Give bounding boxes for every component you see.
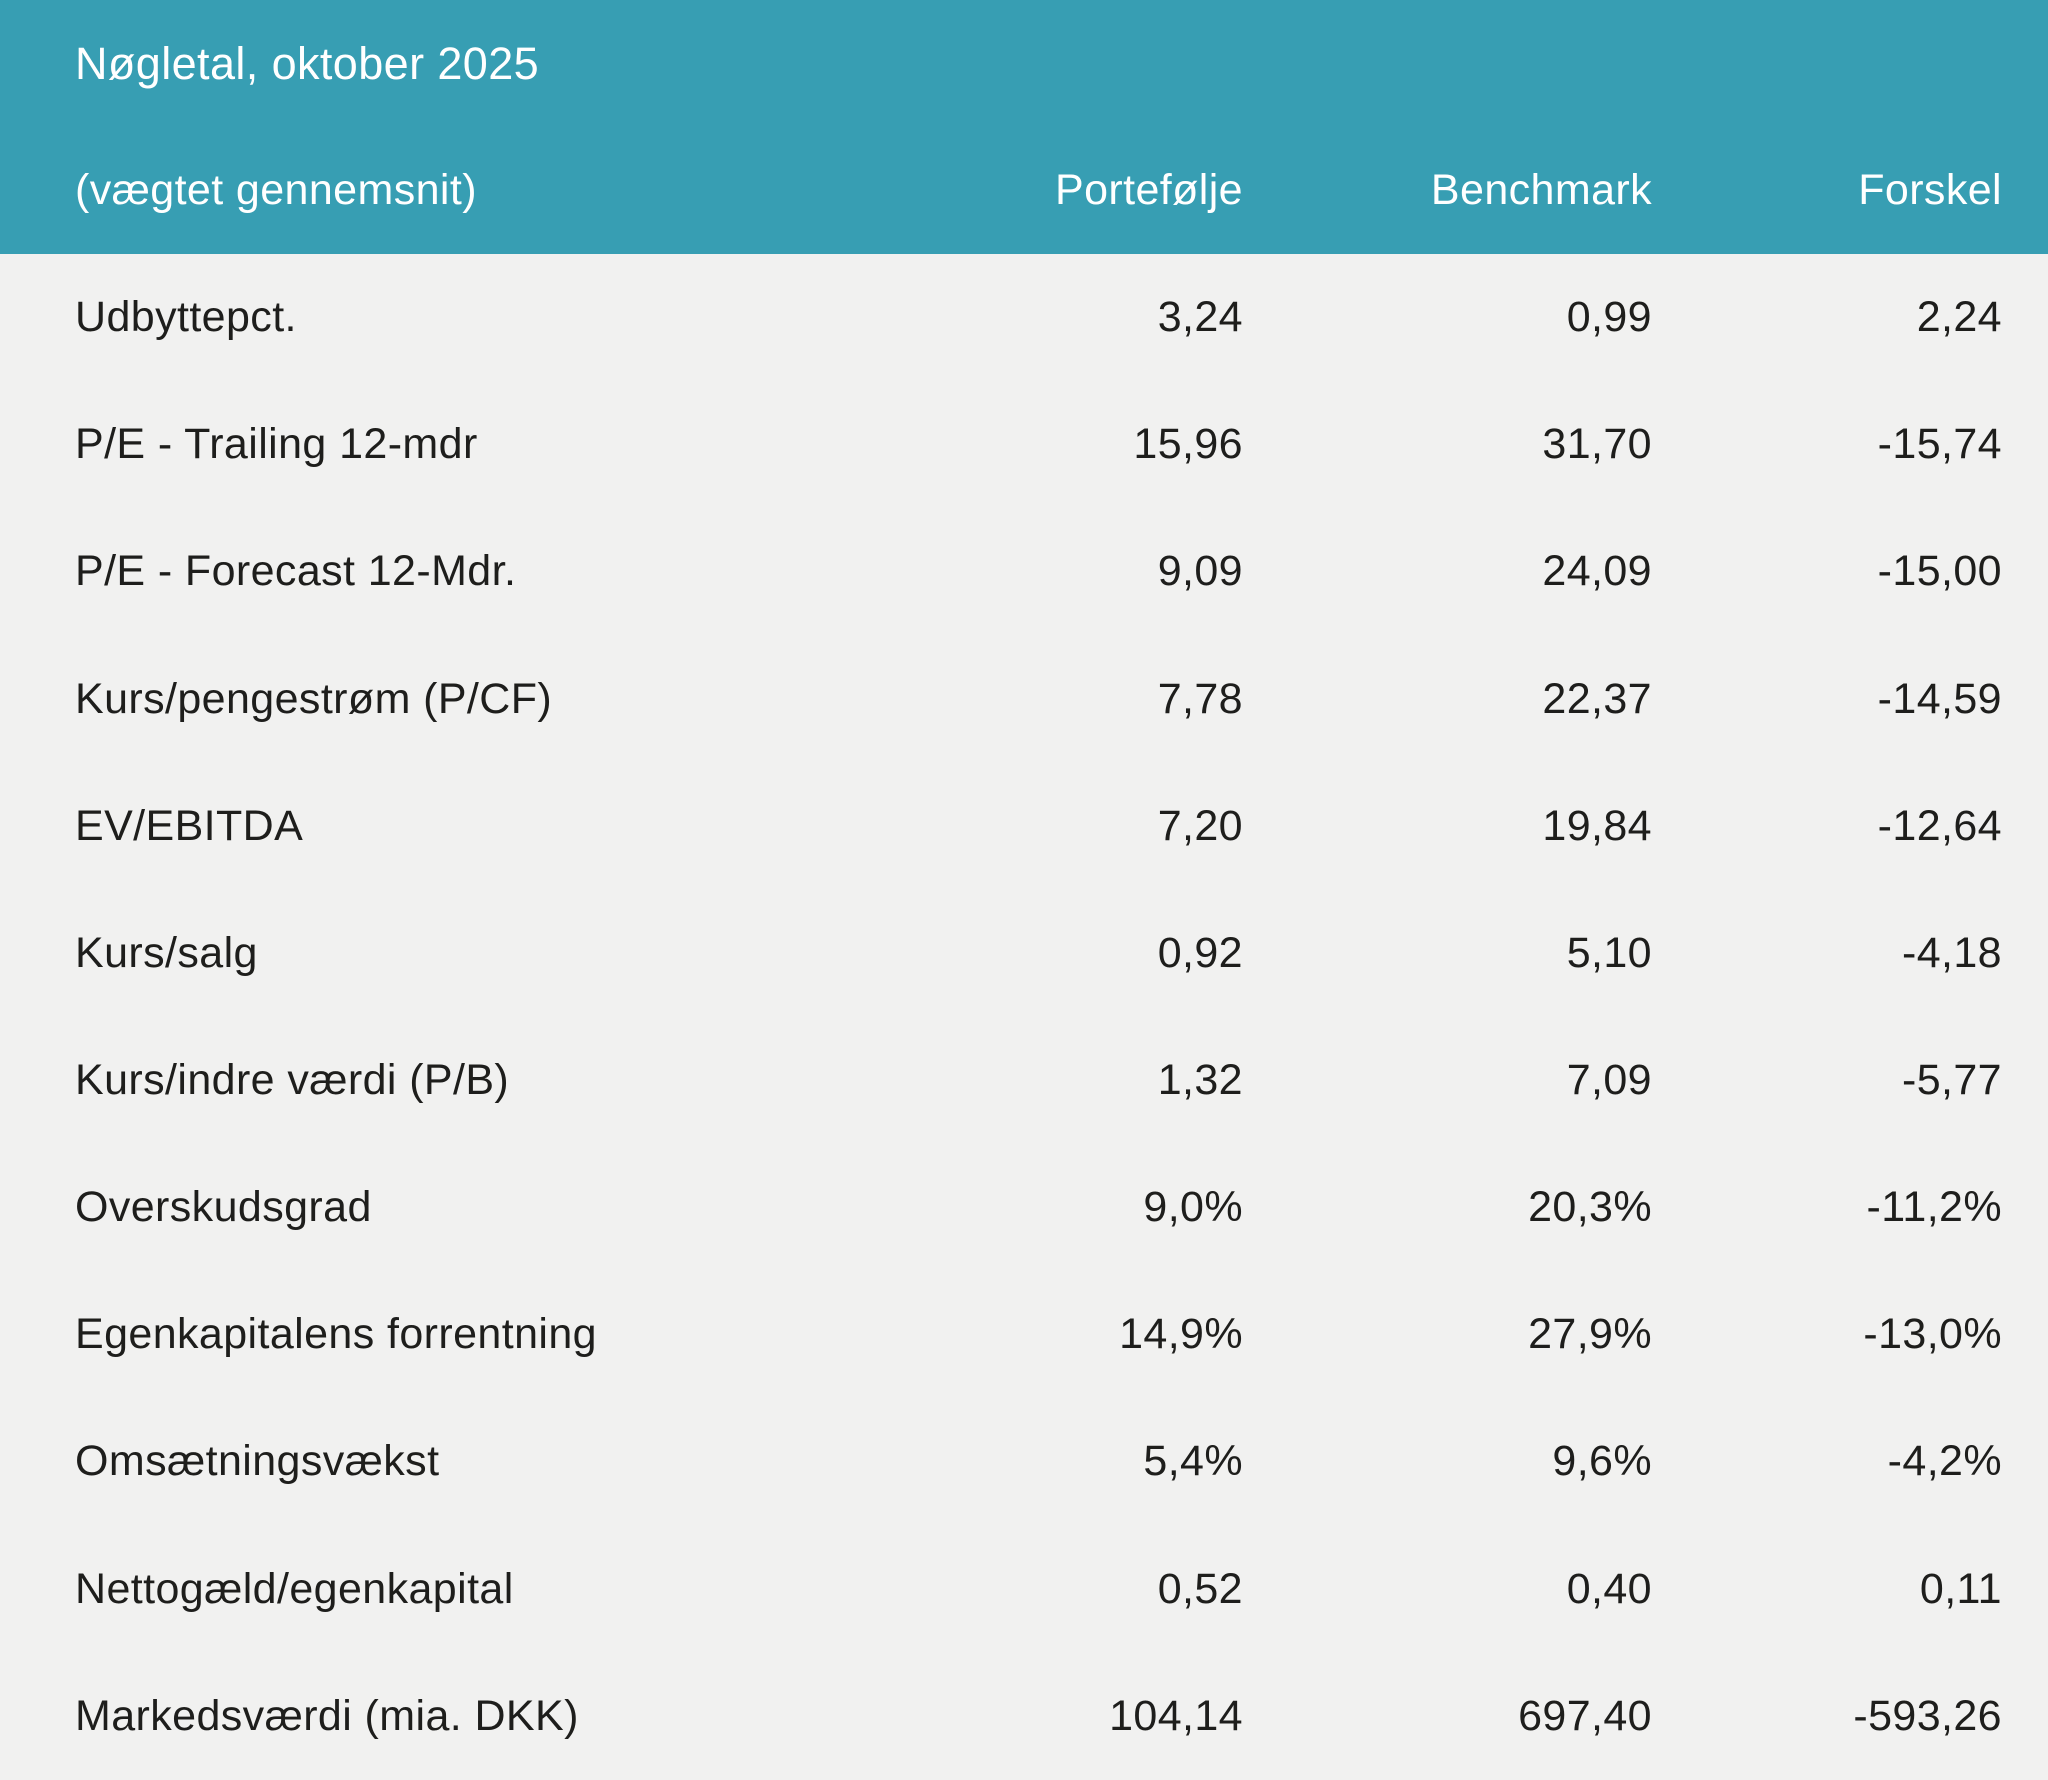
table-body: Udbyttepct. 3,24 0,99 2,24 P/E - Trailin… xyxy=(0,254,2048,1780)
table-row: P/E - Forecast 12-Mdr. 9,09 24,09 -15,00 xyxy=(0,508,2048,635)
row-label: Udbyttepct. xyxy=(75,293,297,342)
row-value-difference: -4,2% xyxy=(1887,1437,2002,1486)
row-value-difference: -12,64 xyxy=(1877,801,2002,850)
row-value-difference: -13,0% xyxy=(1863,1310,2002,1359)
row-label: EV/EBITDA xyxy=(75,801,304,850)
row-value-portfolio: 104,14 xyxy=(1109,1691,1243,1740)
row-label: Kurs/salg xyxy=(75,928,258,977)
row-value-benchmark: 7,09 xyxy=(1566,1056,1652,1105)
row-value-difference: -15,74 xyxy=(1877,420,2002,469)
row-value-benchmark: 31,70 xyxy=(1542,420,1652,469)
row-value-difference: -4,18 xyxy=(1901,928,2002,977)
table-row: P/E - Trailing 12-mdr 15,96 31,70 -15,74 xyxy=(0,381,2048,508)
row-value-portfolio: 15,96 xyxy=(1133,420,1243,469)
row-value-benchmark: 0,40 xyxy=(1566,1564,1652,1613)
table-row: Omsætningsvækst 5,4% 9,6% -4,2% xyxy=(0,1398,2048,1525)
row-value-difference: 2,24 xyxy=(1916,293,2002,342)
header-title-row: Nøgletal, oktober 2025 xyxy=(0,0,2048,127)
row-label: Overskudsgrad xyxy=(75,1183,372,1232)
row-value-benchmark: 20,3% xyxy=(1528,1183,1652,1232)
row-value-portfolio: 5,4% xyxy=(1143,1437,1243,1486)
row-value-difference: -5,77 xyxy=(1901,1056,2002,1105)
table-header: Nøgletal, oktober 2025 (vægtet gennemsni… xyxy=(0,0,2048,254)
row-label: P/E - Trailing 12-mdr xyxy=(75,420,478,469)
row-label: Kurs/indre værdi (P/B) xyxy=(75,1056,510,1105)
row-label: Kurs/pengestrøm (P/CF) xyxy=(75,674,553,723)
row-value-portfolio: 7,20 xyxy=(1157,801,1243,850)
row-value-difference: -15,00 xyxy=(1877,547,2002,596)
row-value-benchmark: 0,99 xyxy=(1566,293,1652,342)
row-value-portfolio: 0,52 xyxy=(1157,1564,1243,1613)
header-columns-row: (vægtet gennemsnit) Portefølje Benchmark… xyxy=(0,127,2048,254)
row-value-difference: -593,26 xyxy=(1853,1691,2002,1740)
table-row: EV/EBITDA 7,20 19,84 -12,64 xyxy=(0,763,2048,890)
row-value-portfolio: 7,78 xyxy=(1157,674,1243,723)
table-row: Markedsværdi (mia. DKK) 104,14 697,40 -5… xyxy=(0,1653,2048,1780)
row-label: Egenkapitalens forrentning xyxy=(75,1310,597,1359)
row-label: Omsætningsvækst xyxy=(75,1437,440,1486)
row-value-portfolio: 9,09 xyxy=(1157,547,1243,596)
row-value-difference: -14,59 xyxy=(1877,674,2002,723)
column-header-portfolio: Portefølje xyxy=(1054,166,1243,214)
table-subtitle: (vægtet gennemsnit) xyxy=(75,166,477,214)
column-header-benchmark: Benchmark xyxy=(1430,166,1652,214)
table-title: Nøgletal, oktober 2025 xyxy=(75,37,540,89)
table-row: Egenkapitalens forrentning 14,9% 27,9% -… xyxy=(0,1271,2048,1398)
row-value-benchmark: 5,10 xyxy=(1566,928,1652,977)
row-value-portfolio: 1,32 xyxy=(1157,1056,1243,1105)
row-label: Markedsværdi (mia. DKK) xyxy=(75,1691,579,1740)
row-value-portfolio: 9,0% xyxy=(1143,1183,1243,1232)
table-row: Kurs/pengestrøm (P/CF) 7,78 22,37 -14,59 xyxy=(0,635,2048,762)
row-value-difference: 0,11 xyxy=(1919,1564,2002,1613)
column-header-difference: Forskel xyxy=(1858,166,2002,214)
row-label: P/E - Forecast 12-Mdr. xyxy=(75,547,517,596)
table-row: Udbyttepct. 3,24 0,99 2,24 xyxy=(0,254,2048,381)
row-value-portfolio: 0,92 xyxy=(1157,928,1243,977)
table-row: Nettogæld/egenkapital 0,52 0,40 0,11 xyxy=(0,1526,2048,1653)
row-value-benchmark: 27,9% xyxy=(1528,1310,1652,1359)
row-label: Nettogæld/egenkapital xyxy=(75,1564,514,1613)
row-value-benchmark: 9,6% xyxy=(1552,1437,1652,1486)
row-value-benchmark: 22,37 xyxy=(1542,674,1652,723)
row-value-benchmark: 697,40 xyxy=(1518,1691,1652,1740)
table-row: Overskudsgrad 9,0% 20,3% -11,2% xyxy=(0,1144,2048,1271)
table-row: Kurs/indre værdi (P/B) 1,32 7,09 -5,77 xyxy=(0,1017,2048,1144)
row-value-benchmark: 19,84 xyxy=(1542,801,1652,850)
row-value-benchmark: 24,09 xyxy=(1542,547,1652,596)
row-value-portfolio: 3,24 xyxy=(1157,293,1243,342)
row-value-portfolio: 14,9% xyxy=(1119,1310,1243,1359)
table-row: Kurs/salg 0,92 5,10 -4,18 xyxy=(0,890,2048,1017)
row-value-difference: -11,2% xyxy=(1866,1183,2002,1232)
